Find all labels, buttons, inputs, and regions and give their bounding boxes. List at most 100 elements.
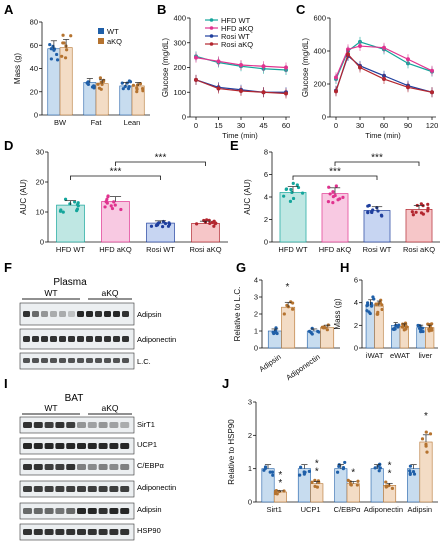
- bar: [370, 468, 384, 503]
- data-point: [430, 90, 434, 95]
- data-point: [49, 57, 53, 61]
- data-point: [167, 221, 171, 225]
- blot-i-row-label: Adiponectin: [137, 483, 176, 492]
- data-point: [370, 210, 374, 215]
- legend-label: aKQ: [107, 37, 122, 46]
- y-tick-label: 6: [264, 170, 268, 179]
- data-point: [58, 209, 63, 213]
- blot-band: [77, 358, 84, 363]
- blot-band: [59, 311, 66, 317]
- significance-label: *: [315, 466, 319, 477]
- data-point: [371, 208, 375, 212]
- data-point: [52, 48, 56, 52]
- data-point: [295, 183, 299, 187]
- data-point: [411, 470, 416, 474]
- legend-swatch: [98, 28, 104, 34]
- data-point: [325, 328, 329, 332]
- blot-band: [87, 422, 97, 428]
- data-point: [334, 89, 338, 94]
- panel-letter-D: D: [4, 138, 13, 153]
- blot-band: [23, 311, 30, 317]
- blot-band: [33, 486, 43, 492]
- series-line: [335, 53, 433, 93]
- data-point: [382, 45, 386, 50]
- data-point: [69, 34, 73, 38]
- blot-band: [66, 443, 76, 449]
- y-tick-label: 4: [254, 276, 258, 285]
- blot-band: [120, 529, 130, 535]
- x-tick-label: HFD WT: [56, 245, 86, 254]
- legend-marker: [209, 42, 214, 46]
- blot-band: [41, 336, 48, 342]
- data-point: [327, 185, 331, 189]
- bar: [363, 210, 391, 243]
- x-tick-label: HFD WT: [278, 245, 308, 254]
- blot-band: [120, 443, 130, 449]
- y-tick-label: 2: [354, 321, 358, 330]
- x-tick-label: 15: [214, 121, 222, 130]
- y-tick-label: 4: [354, 298, 358, 307]
- x-tick-label: 60: [282, 121, 290, 130]
- data-point: [365, 309, 369, 313]
- data-point: [310, 332, 314, 336]
- data-point: [343, 460, 347, 465]
- data-point: [126, 87, 131, 91]
- data-point: [358, 44, 362, 49]
- y-axis-label: AUC (AU): [19, 179, 28, 215]
- blot-f-group-wt: WT: [44, 288, 57, 298]
- blot-band: [23, 422, 32, 428]
- data-point: [427, 329, 431, 333]
- data-point: [333, 193, 337, 198]
- chart-panel-B: 0 100 200 300 400 Glucose (mg/dL) 0 15 30 45 60 Tim…: [161, 14, 290, 141]
- y-tick-label: 1: [248, 464, 252, 473]
- x-tick-label: Lean: [124, 118, 141, 127]
- legend-label: WT: [107, 27, 119, 36]
- data-point: [400, 325, 405, 329]
- significance-label: *: [388, 461, 392, 472]
- blot-i-row-label: C/EBPα: [137, 461, 165, 470]
- data-point: [101, 79, 106, 83]
- data-point: [271, 473, 275, 477]
- data-point: [113, 203, 117, 207]
- data-point: [96, 82, 100, 86]
- panel-letter-G: G: [236, 260, 246, 275]
- x-tick-label: 120: [426, 121, 439, 130]
- x-axis-label: Time (min): [365, 131, 401, 140]
- data-point: [394, 324, 398, 328]
- blot-band: [95, 336, 102, 342]
- blot-band: [86, 336, 93, 342]
- panel-letter-H: H: [340, 260, 349, 275]
- data-point: [106, 195, 110, 199]
- data-point: [316, 479, 321, 483]
- blot-band: [120, 422, 130, 428]
- x-tick-label: C/EBPα: [334, 505, 362, 514]
- blot-band: [104, 311, 111, 317]
- blot-strip: [19, 416, 135, 434]
- data-point: [282, 194, 286, 198]
- y-tick-label: 400: [313, 47, 326, 56]
- data-point: [135, 87, 139, 91]
- panel-letter-I: I: [4, 376, 8, 391]
- data-point: [317, 330, 321, 334]
- blot-band: [33, 529, 43, 535]
- y-tick-label: 4: [264, 193, 268, 202]
- x-tick-label: Rosi aKQ: [403, 245, 435, 254]
- x-axis-label: Time (min): [222, 131, 258, 140]
- blot-band: [41, 358, 48, 363]
- data-point: [373, 466, 377, 470]
- data-point: [313, 484, 317, 488]
- chart-panel-H: 0 2 4 6 Mass (g) iWAT eWAT liver: [333, 276, 438, 360]
- data-point: [92, 84, 96, 88]
- data-point: [291, 181, 295, 186]
- y-tick-label: 20: [36, 178, 44, 187]
- data-point: [275, 331, 279, 336]
- data-point: [420, 437, 425, 441]
- data-point: [161, 219, 166, 224]
- y-axis-label: Mass (g): [333, 298, 342, 329]
- data-point: [157, 221, 161, 225]
- data-point: [408, 469, 412, 473]
- blot-band: [113, 336, 120, 342]
- y-tick-label: 0: [34, 111, 38, 120]
- data-point: [378, 466, 382, 470]
- bar: [279, 192, 307, 243]
